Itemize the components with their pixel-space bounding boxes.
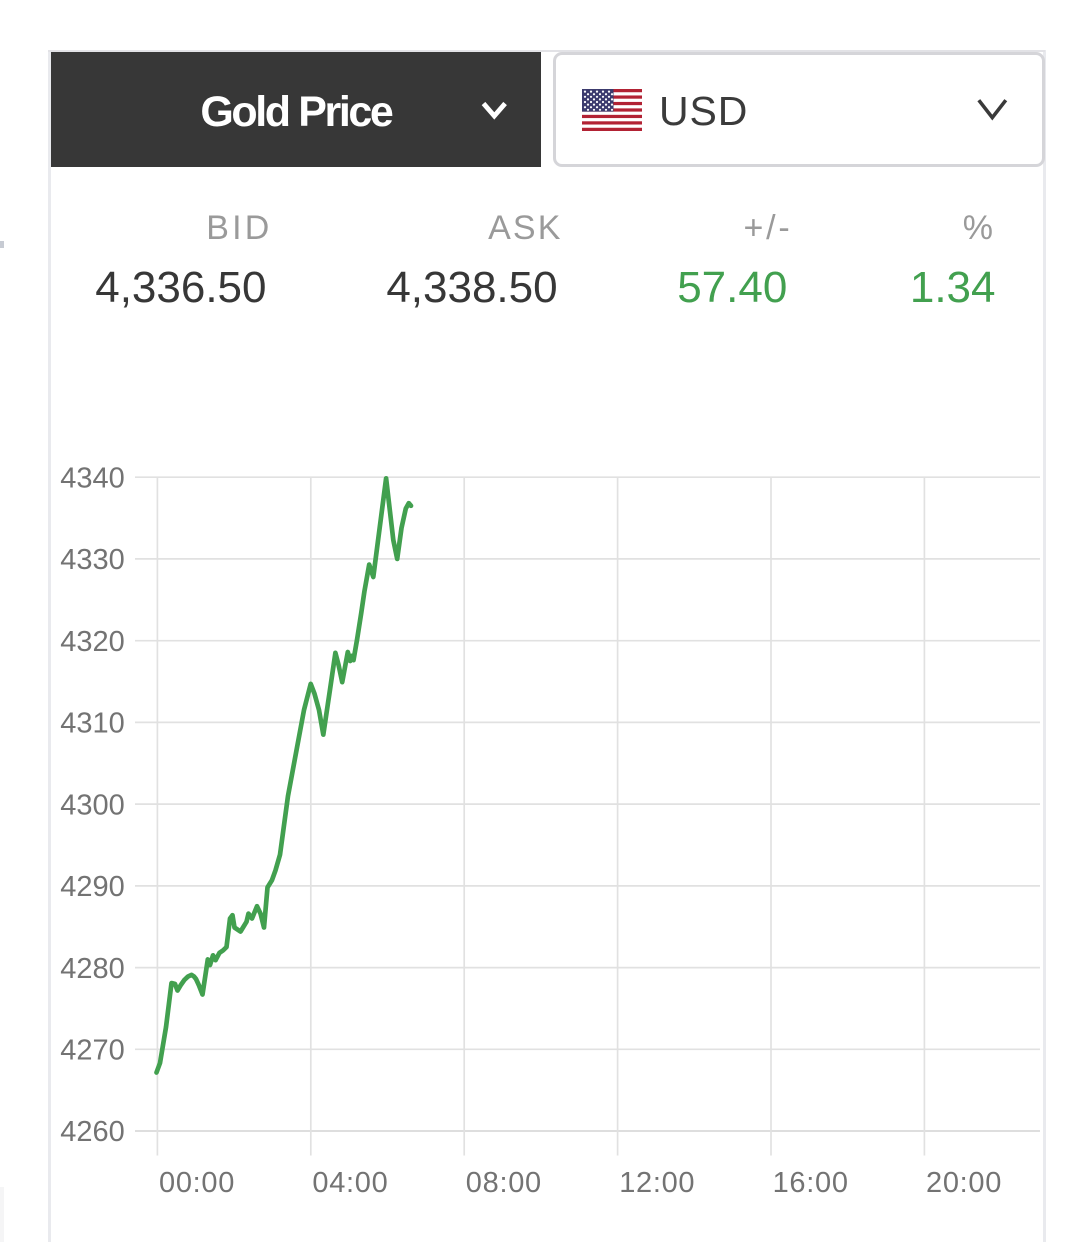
svg-text:00:00: 00:00 <box>159 1167 235 1199</box>
svg-text:12:00: 12:00 <box>619 1167 695 1199</box>
svg-text:20:00: 20:00 <box>926 1167 1002 1199</box>
svg-text:4270: 4270 <box>60 1035 125 1067</box>
svg-text:4330: 4330 <box>60 544 125 576</box>
svg-text:08:00: 08:00 <box>466 1167 542 1199</box>
svg-text:4320: 4320 <box>60 626 125 658</box>
svg-text:4310: 4310 <box>60 708 125 740</box>
svg-text:4300: 4300 <box>60 789 125 821</box>
svg-text:16:00: 16:00 <box>773 1167 849 1199</box>
svg-text:4290: 4290 <box>60 871 125 903</box>
svg-text:04:00: 04:00 <box>312 1167 388 1199</box>
svg-text:4260: 4260 <box>60 1116 125 1148</box>
svg-text:4340: 4340 <box>60 462 125 494</box>
svg-text:4280: 4280 <box>60 953 125 985</box>
